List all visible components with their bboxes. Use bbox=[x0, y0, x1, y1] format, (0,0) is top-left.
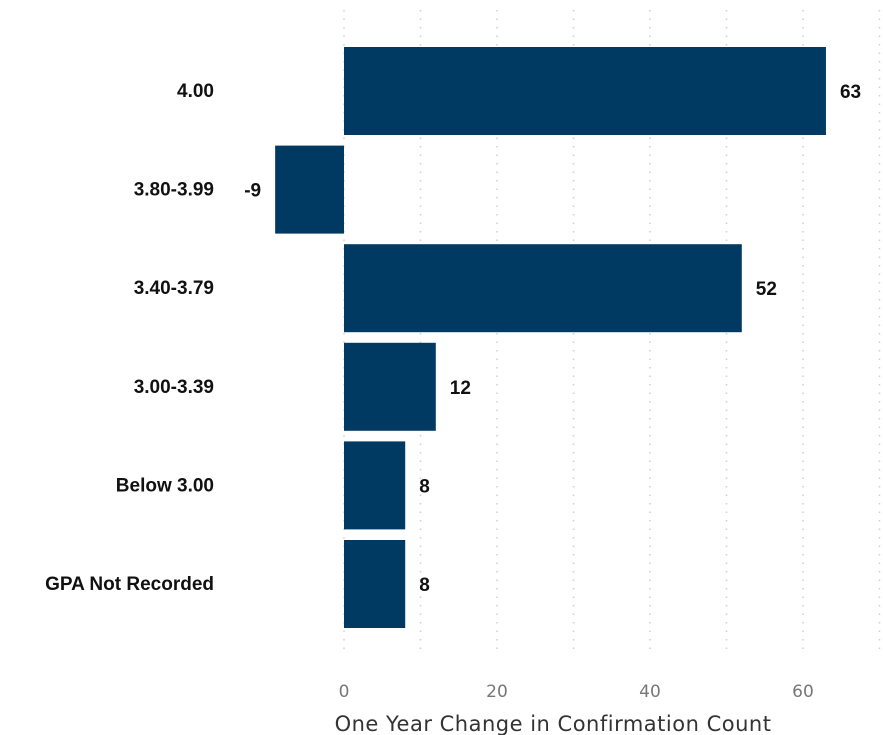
category-label-1: 3.80-3.99 bbox=[134, 180, 214, 201]
value-label-3: 12 bbox=[450, 378, 471, 399]
x-tick-label-2: 40 bbox=[639, 682, 661, 702]
value-label-1: -9 bbox=[244, 181, 261, 202]
bar-2 bbox=[344, 244, 742, 333]
category-label-5: GPA Not Recorded bbox=[45, 574, 214, 595]
bar-3 bbox=[344, 342, 436, 431]
value-label-5: 8 bbox=[419, 575, 430, 596]
category-label-2: 3.40-3.79 bbox=[134, 278, 214, 299]
category-label-3: 3.00-3.39 bbox=[134, 377, 214, 398]
bar-0 bbox=[344, 47, 826, 135]
value-label-0: 63 bbox=[840, 82, 861, 103]
category-labels: 4.00 3.80-3.99 3.40-3.79 3.00-3.39 Below 3.0… bbox=[45, 81, 214, 595]
value-label-2: 52 bbox=[756, 279, 777, 300]
category-label-4: Below 3.00 bbox=[116, 475, 214, 496]
x-tick-label-1: 20 bbox=[486, 682, 508, 702]
x-axis-title: One Year Change in Confirmation Count bbox=[335, 712, 772, 735]
x-tick-label-3: 60 bbox=[792, 682, 814, 702]
bar-1 bbox=[275, 145, 344, 234]
bars bbox=[275, 47, 826, 628]
bar-4 bbox=[344, 441, 406, 530]
value-label-4: 8 bbox=[419, 476, 430, 497]
value-labels: 63 -9 52 12 8 8 bbox=[244, 82, 861, 596]
bar-5 bbox=[344, 540, 406, 628]
x-tick-label-0: 0 bbox=[339, 682, 350, 702]
category-label-0: 4.00 bbox=[177, 81, 214, 102]
x-axis-ticks: 0 20 40 60 bbox=[339, 682, 814, 702]
